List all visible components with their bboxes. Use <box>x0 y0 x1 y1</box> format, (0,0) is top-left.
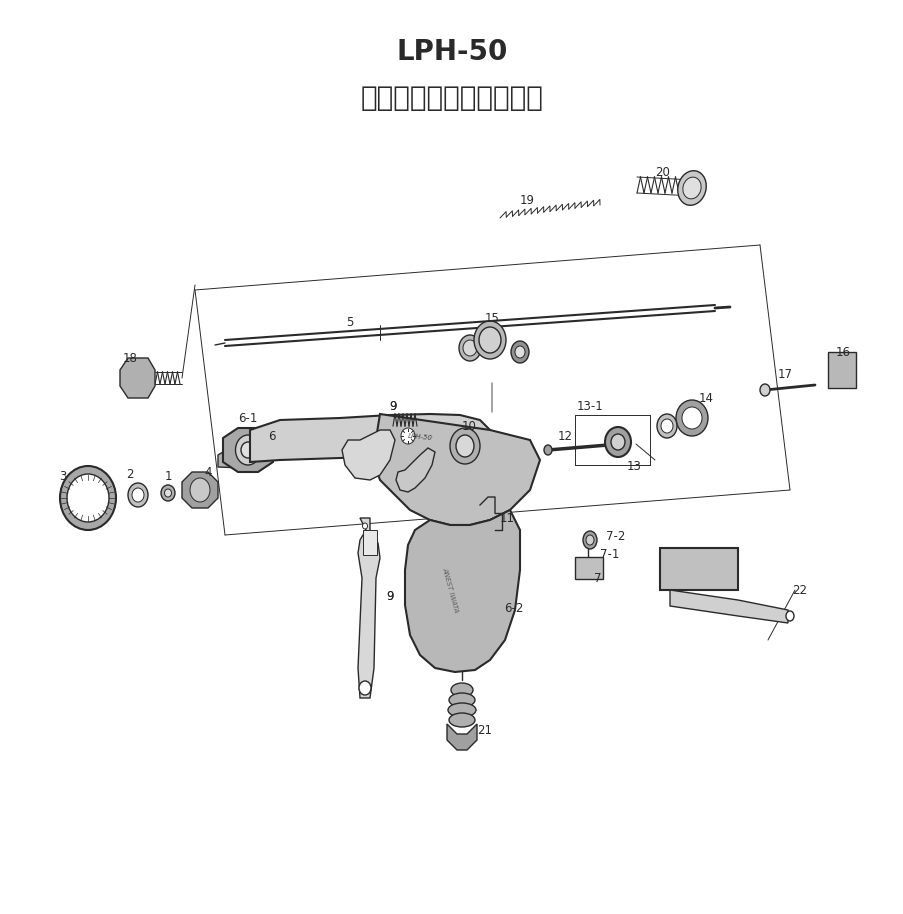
Ellipse shape <box>455 435 473 457</box>
Ellipse shape <box>241 442 255 458</box>
Text: 4: 4 <box>204 465 211 479</box>
Ellipse shape <box>448 703 476 717</box>
Text: 21: 21 <box>477 724 492 737</box>
Ellipse shape <box>128 483 148 507</box>
Ellipse shape <box>190 478 209 502</box>
Text: 17: 17 <box>777 367 792 380</box>
Text: 22: 22 <box>792 583 806 597</box>
Text: 12: 12 <box>557 430 572 442</box>
Text: 9: 9 <box>386 590 394 602</box>
Ellipse shape <box>457 656 467 668</box>
Ellipse shape <box>164 489 172 497</box>
Bar <box>574 557 602 579</box>
Text: 9: 9 <box>389 399 396 412</box>
Polygon shape <box>120 358 154 398</box>
Ellipse shape <box>660 419 672 433</box>
Text: 20: 20 <box>655 165 670 178</box>
Ellipse shape <box>358 681 370 695</box>
Polygon shape <box>405 510 519 672</box>
Ellipse shape <box>544 445 552 455</box>
Text: 16: 16 <box>834 345 850 358</box>
Text: LPH-50: LPH-50 <box>407 433 433 441</box>
Polygon shape <box>375 414 539 525</box>
Text: 6: 6 <box>268 430 275 442</box>
Text: 超小形低圧スプレーガン: 超小形低圧スプレーガン <box>360 84 543 112</box>
Text: 18: 18 <box>123 352 137 365</box>
Ellipse shape <box>450 428 479 464</box>
Text: 15: 15 <box>484 313 498 325</box>
Text: 11: 11 <box>499 512 514 525</box>
Polygon shape <box>446 724 477 750</box>
Ellipse shape <box>759 384 769 396</box>
Ellipse shape <box>785 611 793 621</box>
Text: 3: 3 <box>60 470 67 483</box>
Ellipse shape <box>604 427 630 457</box>
Ellipse shape <box>236 435 260 465</box>
Text: 7-2: 7-2 <box>606 529 625 543</box>
Ellipse shape <box>457 598 495 642</box>
Text: 19: 19 <box>519 194 534 207</box>
Polygon shape <box>218 440 270 468</box>
Ellipse shape <box>479 327 500 353</box>
Ellipse shape <box>473 321 506 359</box>
Ellipse shape <box>67 474 109 522</box>
Ellipse shape <box>610 434 624 450</box>
Ellipse shape <box>451 683 472 697</box>
Ellipse shape <box>656 414 676 438</box>
Ellipse shape <box>681 407 702 429</box>
Polygon shape <box>396 448 434 492</box>
Ellipse shape <box>132 488 144 502</box>
Polygon shape <box>358 518 379 698</box>
Ellipse shape <box>459 335 480 361</box>
Ellipse shape <box>459 615 492 653</box>
Text: 6-2: 6-2 <box>504 601 523 614</box>
Ellipse shape <box>515 346 525 358</box>
Text: 13-1: 13-1 <box>576 399 602 412</box>
Ellipse shape <box>362 523 368 529</box>
Ellipse shape <box>462 340 477 356</box>
Ellipse shape <box>462 605 489 635</box>
Ellipse shape <box>682 177 701 199</box>
Text: 6-1: 6-1 <box>238 411 257 424</box>
Ellipse shape <box>677 171 705 206</box>
Text: 10: 10 <box>461 420 476 432</box>
Text: LPH-50: LPH-50 <box>396 38 507 66</box>
Text: 7-1: 7-1 <box>600 548 619 561</box>
Ellipse shape <box>510 341 528 363</box>
Bar <box>659 548 737 590</box>
Text: 9: 9 <box>386 590 394 603</box>
Bar <box>363 530 377 555</box>
Ellipse shape <box>401 428 414 444</box>
Ellipse shape <box>585 535 593 545</box>
Text: 13: 13 <box>626 461 641 473</box>
Polygon shape <box>223 428 273 472</box>
Text: 1: 1 <box>164 470 172 483</box>
Polygon shape <box>341 430 395 480</box>
Ellipse shape <box>161 485 175 501</box>
Text: 9: 9 <box>389 399 396 412</box>
Text: 2: 2 <box>126 469 134 482</box>
Ellipse shape <box>449 693 474 707</box>
Text: 5: 5 <box>346 316 353 330</box>
Polygon shape <box>669 590 787 623</box>
Ellipse shape <box>60 466 116 530</box>
Polygon shape <box>182 472 218 508</box>
Ellipse shape <box>675 400 707 436</box>
Ellipse shape <box>582 531 596 549</box>
Text: 7: 7 <box>593 571 601 584</box>
Polygon shape <box>250 414 489 462</box>
Bar <box>827 352 855 388</box>
Text: ANEST IWATA: ANEST IWATA <box>441 567 459 613</box>
Ellipse shape <box>449 713 474 727</box>
Text: 14: 14 <box>698 391 712 405</box>
